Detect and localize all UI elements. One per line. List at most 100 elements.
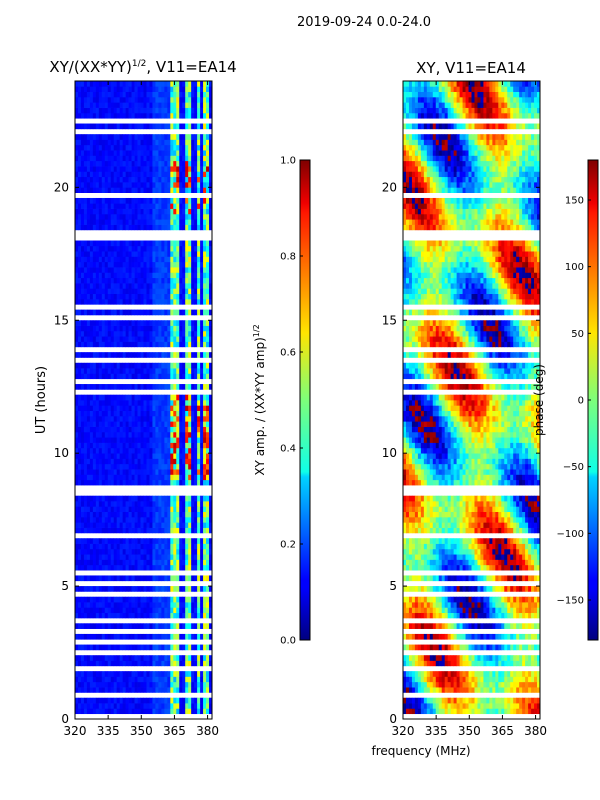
heatmap-cell (83, 283, 88, 289)
heatmap-cell (128, 501, 132, 507)
heatmap-cell (92, 681, 97, 688)
heatmap-cell (414, 671, 419, 677)
heatmap-cell (98, 501, 103, 507)
heatmap-cell (179, 123, 183, 130)
heatmap-cell (164, 575, 168, 582)
heatmap-cell (95, 261, 100, 268)
heatmap-cell (128, 447, 132, 454)
y-tick-label: 10 (54, 446, 69, 460)
heatmap-cell (149, 469, 153, 475)
heatmap-cell (107, 687, 112, 693)
heatmap-cell (420, 633, 425, 640)
heatmap-cell (98, 522, 103, 528)
heatmap-cell (459, 623, 463, 629)
heatmap-cell (116, 469, 121, 475)
heatmap-cell (104, 256, 109, 263)
heatmap-cell (209, 96, 212, 103)
heatmap-cell (101, 96, 106, 103)
heatmap-cell (98, 538, 103, 544)
heatmap-cell (197, 352, 201, 358)
heatmap-cell (158, 623, 162, 629)
heatmap-cell (98, 341, 103, 348)
heatmap-cell (185, 453, 189, 459)
heatmap-cell (185, 298, 189, 305)
heatmap-cell (137, 341, 141, 348)
heatmap-cell (122, 86, 126, 92)
heatmap-cell (95, 166, 100, 172)
heatmap-cell (104, 112, 109, 119)
heatmap-cell (125, 687, 129, 693)
heatmap-cell (188, 633, 192, 640)
heatmap-cell (179, 208, 183, 215)
heatmap-cell (188, 437, 192, 443)
heatmap-cell (98, 543, 103, 550)
x-tick-label: 320 (64, 724, 87, 738)
heatmap-cell (158, 277, 162, 284)
heatmap-cell (107, 325, 112, 332)
heatmap-cell (110, 203, 115, 209)
heatmap-cell (86, 330, 91, 337)
heatmap-cell (161, 644, 165, 651)
heatmap-cell (113, 112, 118, 119)
heatmap-cell (77, 458, 82, 465)
heatmap-cell (206, 187, 210, 193)
heatmap-cell (137, 330, 141, 337)
heatmap-cell (167, 596, 171, 603)
heatmap-cell (119, 415, 123, 422)
heatmap-cell (92, 320, 97, 326)
heatmap-cell (155, 421, 159, 427)
heatmap-cell (110, 102, 115, 108)
heatmap-cell (101, 267, 106, 273)
heatmap-cell (209, 187, 212, 193)
heatmap-cell (179, 602, 183, 608)
heatmap-cell (188, 596, 192, 603)
heatmap-cell (161, 144, 165, 151)
heatmap-cell (125, 655, 129, 661)
heatmap-cell (197, 325, 201, 332)
heatmap-cell (525, 671, 529, 677)
heatmap-cell (149, 368, 153, 374)
heatmap-cell (408, 655, 413, 661)
heatmap-cell (128, 607, 132, 614)
heatmap-cell (92, 575, 97, 582)
heatmap-cell (182, 384, 186, 390)
heatmap-cell (179, 213, 183, 220)
heatmap-cell (420, 681, 425, 688)
heatmap-cell (173, 527, 177, 534)
heatmap-cell (122, 325, 126, 332)
heatmap-cell (206, 362, 210, 369)
heatmap-cell (164, 102, 168, 108)
heatmap-cell (131, 633, 135, 640)
heatmap-cell (495, 703, 499, 709)
heatmap-cell (104, 548, 109, 555)
heatmap-cell (104, 267, 109, 273)
heatmap-cell (83, 586, 88, 592)
heatmap-cell (101, 602, 106, 608)
heatmap-cell (137, 86, 141, 92)
heatmap-cell (158, 660, 162, 667)
heatmap-cell (206, 671, 210, 677)
heatmap-cell (161, 288, 165, 295)
heatmap-cell (143, 453, 147, 459)
heatmap-cell (191, 325, 195, 332)
heatmap-cell (173, 602, 177, 608)
heatmap-cell (98, 182, 103, 188)
heatmap-cell (86, 150, 91, 156)
heatmap-cell (152, 107, 156, 114)
heatmap-cell (83, 187, 88, 193)
heatmap-cell (438, 660, 443, 667)
heatmap-cell (408, 623, 413, 629)
heatmap-cell (510, 655, 514, 661)
heatmap-cell (209, 362, 212, 369)
heatmap-cell (173, 676, 177, 683)
heatmap-cell (179, 325, 183, 332)
heatmap-cell (77, 586, 82, 592)
heatmap-cell (155, 506, 159, 512)
heatmap-cell (510, 708, 514, 715)
heatmap-cell (164, 320, 168, 326)
heatmap-cell (167, 298, 171, 305)
heatmap-cell (125, 176, 129, 183)
heatmap-cell (537, 644, 540, 651)
heatmap-cell (185, 267, 189, 273)
heatmap-cell (209, 373, 212, 380)
